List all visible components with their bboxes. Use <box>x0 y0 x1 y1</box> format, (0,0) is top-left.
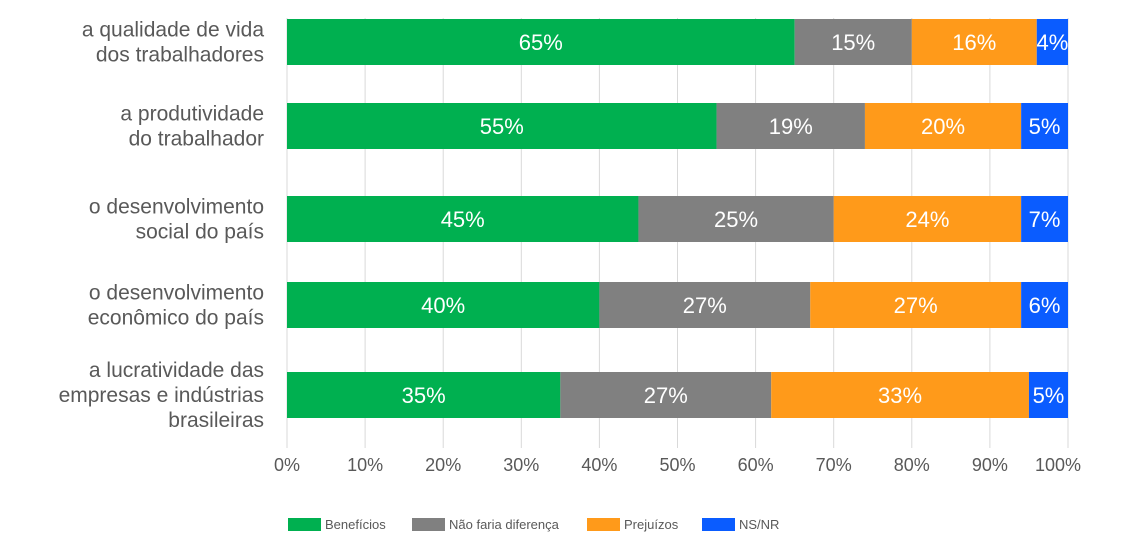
x-tick-label: 100% <box>1035 455 1081 475</box>
x-tick-label: 80% <box>894 455 930 475</box>
legend-swatch <box>702 518 735 531</box>
bar-segment <box>1021 103 1068 149</box>
bars: 65% 15% 16% 4% 55% 19% 20% 5% 45% 25% 24% 7% 40% 27% 2… <box>287 19 1068 418</box>
category-label: a lucratividade das <box>89 359 264 382</box>
x-tick-label: 30% <box>503 455 539 475</box>
data-label: 40% <box>421 293 465 318</box>
category-label: do trabalhador <box>129 128 264 151</box>
category-label: o desenvolvimento <box>89 282 264 305</box>
data-label: 6% <box>1029 293 1061 318</box>
category-label: dos trabalhadores <box>96 44 264 67</box>
bar-segment <box>864 103 1022 149</box>
legend-label: Benefícios <box>325 517 386 532</box>
data-label: 65% <box>519 30 563 55</box>
bar-segment <box>287 372 561 418</box>
category-label: brasileiras <box>168 409 264 432</box>
x-tick-label: 70% <box>816 455 852 475</box>
legend-label: Prejuízos <box>624 517 679 532</box>
data-label: 27% <box>683 293 727 318</box>
x-tick-label: 50% <box>659 455 695 475</box>
data-label: 15% <box>831 30 875 55</box>
legend: Benefícios Não faria diferença Prejuízos NS… <box>288 517 779 532</box>
bar-segment <box>287 19 795 65</box>
category-label: social do país <box>136 221 264 244</box>
bar-segment <box>911 19 1037 65</box>
x-tick-label: 90% <box>972 455 1008 475</box>
bar-segment <box>287 282 600 328</box>
data-label: 16% <box>952 30 996 55</box>
data-label: 45% <box>441 207 485 232</box>
bar-segment <box>1021 282 1068 328</box>
category-label: a produtividade <box>120 103 264 126</box>
bar-segment <box>560 372 772 418</box>
category-label: o desenvolvimento <box>89 196 264 219</box>
bar-segment <box>833 196 1022 242</box>
data-label: 19% <box>769 114 813 139</box>
x-tick-label: 40% <box>581 455 617 475</box>
data-label: 35% <box>402 383 446 408</box>
x-tick-label: 60% <box>738 455 774 475</box>
bar-segment <box>771 372 1029 418</box>
category-label: econômico do país <box>88 307 264 330</box>
data-label: 5% <box>1029 114 1061 139</box>
bar-segment <box>716 103 865 149</box>
bar-segment <box>599 282 811 328</box>
data-label: 24% <box>905 207 949 232</box>
bar-segment <box>1021 196 1068 242</box>
data-label: 7% <box>1029 207 1061 232</box>
bar-segment <box>287 196 639 242</box>
x-tick-label: 10% <box>347 455 383 475</box>
data-label: 5% <box>1033 383 1065 408</box>
category-label: a qualidade de vida <box>82 19 264 42</box>
bar-segment <box>810 282 1022 328</box>
data-label: 27% <box>894 293 938 318</box>
legend-swatch <box>587 518 620 531</box>
data-label: 20% <box>921 114 965 139</box>
data-label: 25% <box>714 207 758 232</box>
bar-segment <box>1028 372 1068 418</box>
legend-swatch <box>412 518 445 531</box>
legend-label: Não faria diferença <box>449 517 560 532</box>
x-axis-tick-labels: 0% 10% 20% 30% 40% 50% 60% 70% 80% 90% 100% <box>274 455 1081 475</box>
data-label: 55% <box>480 114 524 139</box>
bar-segment <box>794 19 912 65</box>
data-label: 27% <box>644 383 688 408</box>
x-tick-label: 20% <box>425 455 461 475</box>
x-tick-label: 0% <box>274 455 300 475</box>
data-label: 33% <box>878 383 922 408</box>
category-label: empresas e indústrias <box>59 384 264 407</box>
bar-segment <box>1036 19 1068 65</box>
legend-swatch <box>288 518 321 531</box>
bar-segment <box>638 196 834 242</box>
bar-segment <box>287 103 717 149</box>
data-label: 4% <box>1036 30 1068 55</box>
legend-label: NS/NR <box>739 517 779 532</box>
